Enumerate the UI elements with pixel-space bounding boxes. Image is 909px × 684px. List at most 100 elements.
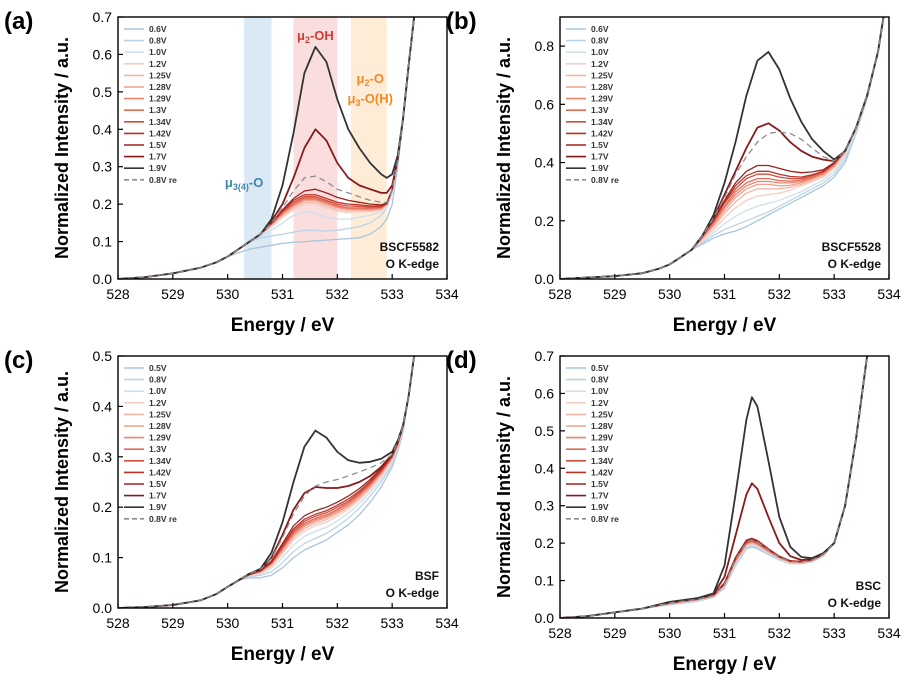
legend-entry: 1.42V xyxy=(149,128,172,138)
highlight-band-0 xyxy=(244,17,272,279)
y-axis-title: Normalized Intensity / a.u. xyxy=(52,37,72,259)
legend-entry: 1.28V xyxy=(591,421,614,431)
legend-entry: 0.6V xyxy=(591,24,609,34)
y-tick-label: 0.8 xyxy=(535,38,555,54)
legend-entry: 1.29V xyxy=(149,433,172,443)
legend-entry: 0.5V xyxy=(591,363,609,373)
legend-entry: 1.0V xyxy=(591,386,609,396)
x-axis-title: Energy / eV xyxy=(231,315,335,336)
panel-b: 528 529 530 531 532 533 534 0.0 0.2 0.4 0.6 0.8 Ener… xyxy=(446,8,901,336)
panel-a: 528 529 530 531 532 533 534 0.0 0.1 0.2 0.3 0.4 0.5 0… xyxy=(4,8,459,336)
x-tick-label: 534 xyxy=(435,615,459,631)
x-tick-label: 532 xyxy=(326,615,350,631)
legend-entry: 0.8V xyxy=(149,375,167,385)
y-tick-label: 0.4 xyxy=(535,460,555,476)
x-tick-label: 529 xyxy=(161,615,185,631)
legend-entry: 0.6V xyxy=(149,24,167,34)
legend-entry: 1.2V xyxy=(591,59,609,69)
x-tick-label: 531 xyxy=(271,286,295,302)
panel-label: (d) xyxy=(446,347,477,374)
legend-entry: 1.3V xyxy=(591,105,609,115)
x-tick-label: 533 xyxy=(822,625,846,641)
series-lines xyxy=(560,356,868,618)
legend-entry: 1.34V xyxy=(591,456,614,466)
legend-entry: 0.5V xyxy=(149,363,167,373)
y-tick-label: 0.2 xyxy=(535,213,555,229)
legend-entry: 1.42V xyxy=(591,128,614,138)
y-tick-label: 0.3 xyxy=(93,159,113,175)
series-line-0.8V-re xyxy=(560,17,885,279)
y-tick-label: 0.7 xyxy=(535,348,555,364)
panel-label: (c) xyxy=(4,347,33,374)
x-tick-label: 533 xyxy=(822,286,846,302)
y-axis-title: Normalized Intensity / a.u. xyxy=(494,376,514,598)
y-tick-label: 0.7 xyxy=(93,9,113,25)
legend-entry: 1.7V xyxy=(149,491,167,501)
legend-entry: 0.8V xyxy=(591,36,609,46)
legend-entry: 1.9V xyxy=(591,502,609,512)
x-tick-label: 530 xyxy=(216,615,240,631)
y-tick-label: 0.0 xyxy=(93,600,113,616)
panel-label: (b) xyxy=(446,8,477,35)
edge-label: O K-edge xyxy=(386,257,440,271)
legend-entry: 1.9V xyxy=(591,163,609,173)
panel-c: 528 529 530 531 532 533 534 0.0 0.1 0.2 0.3 0.4 0.5 E… xyxy=(4,347,459,665)
legend-entry: 1.5V xyxy=(591,479,609,489)
highlight-band-2 xyxy=(351,17,387,279)
y-tick-label: 0.4 xyxy=(535,155,555,171)
legend-entry: 1.5V xyxy=(149,479,167,489)
legend-entry: 1.2V xyxy=(149,59,167,69)
legend-entry: 1.25V xyxy=(149,70,172,80)
x-tick-label: 528 xyxy=(548,625,572,641)
legend-entry: 1.2V xyxy=(149,398,167,408)
legend-entry: 1.28V xyxy=(149,421,172,431)
y-tick-label: 0.1 xyxy=(93,234,113,250)
y-axis-title: Normalized Intensity / a.u. xyxy=(494,37,514,259)
legend-entry: 1.25V xyxy=(591,70,614,80)
x-tick-label: 530 xyxy=(658,625,682,641)
x-axis-title: Energy / eV xyxy=(673,654,777,675)
x-tick-label: 528 xyxy=(548,286,572,302)
annotation-label: μ3-O(H) xyxy=(347,91,392,108)
legend-entry: 0.8V re xyxy=(591,514,619,524)
y-tick-label: 0.6 xyxy=(535,385,555,401)
x-tick-label: 531 xyxy=(713,286,737,302)
legend-entry: 1.5V xyxy=(149,140,167,150)
x-tick-label: 529 xyxy=(161,286,185,302)
y-tick-label: 0.0 xyxy=(93,271,113,287)
panel-d: 528 529 530 531 532 533 534 0.0 0.1 0.2 0.3 0.4 0.5 0… xyxy=(446,347,901,675)
legend-entry: 1.34V xyxy=(149,456,172,466)
y-tick-label: 0.0 xyxy=(535,271,555,287)
panel-label: (a) xyxy=(4,8,33,35)
legend-entry: 1.2V xyxy=(591,398,609,408)
x-tick-label: 530 xyxy=(216,286,240,302)
y-tick-label: 0.2 xyxy=(93,196,113,212)
legend-entry: 1.5V xyxy=(591,140,609,150)
series-lines xyxy=(118,356,415,608)
legend-entry: 1.34V xyxy=(591,117,614,127)
x-tick-label: 530 xyxy=(658,286,682,302)
series-line-0.8V-re xyxy=(118,356,415,608)
axes-frame xyxy=(559,355,890,619)
legend-entry: 1.0V xyxy=(591,47,609,57)
legend-entry: 1.7V xyxy=(591,491,609,501)
legend-entry: 1.9V xyxy=(149,163,167,173)
edge-label: O K-edge xyxy=(828,257,882,271)
x-tick-label: 532 xyxy=(768,625,792,641)
sample-label: BSF xyxy=(415,569,439,583)
legend-entry: 0.8V xyxy=(149,36,167,46)
y-tick-label: 0.1 xyxy=(93,550,113,566)
annotation-label: μ2-O xyxy=(357,71,384,88)
x-axis-title: Energy / eV xyxy=(673,315,777,336)
y-tick-label: 0.2 xyxy=(93,499,113,515)
legend-entry: 1.28V xyxy=(149,82,172,92)
x-tick-label: 528 xyxy=(106,286,130,302)
x-tick-label: 528 xyxy=(106,615,130,631)
legend-entry: 1.29V xyxy=(149,94,172,104)
sample-label: BSC xyxy=(856,579,882,593)
legend-entry: 1.42V xyxy=(591,467,614,477)
